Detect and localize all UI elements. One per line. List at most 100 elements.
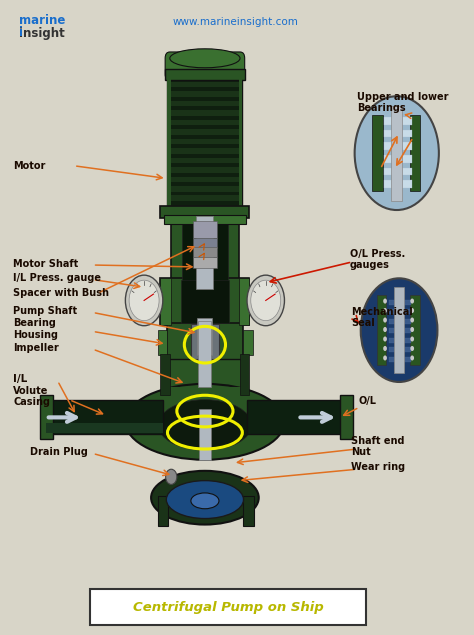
FancyBboxPatch shape <box>46 423 163 432</box>
FancyBboxPatch shape <box>161 277 171 325</box>
Circle shape <box>410 298 414 304</box>
Circle shape <box>165 469 177 485</box>
Circle shape <box>383 298 387 304</box>
FancyBboxPatch shape <box>165 69 245 81</box>
Text: Drain Plug: Drain Plug <box>30 446 88 457</box>
Text: Bearing
Housing: Bearing Housing <box>13 318 58 340</box>
FancyBboxPatch shape <box>46 399 163 434</box>
Ellipse shape <box>158 399 252 450</box>
Text: Motor Shaft: Motor Shaft <box>13 258 78 269</box>
Text: insight: insight <box>19 27 65 39</box>
FancyBboxPatch shape <box>373 115 383 191</box>
FancyBboxPatch shape <box>164 215 246 224</box>
Text: Centrifugal Pump on Ship: Centrifugal Pump on Ship <box>133 601 324 613</box>
Text: Motor: Motor <box>13 161 46 171</box>
Text: Shaft end
Nut: Shaft end Nut <box>351 436 405 457</box>
FancyBboxPatch shape <box>239 77 242 213</box>
FancyBboxPatch shape <box>410 115 420 191</box>
Circle shape <box>410 356 414 361</box>
FancyBboxPatch shape <box>171 220 238 283</box>
FancyBboxPatch shape <box>247 399 345 434</box>
FancyBboxPatch shape <box>389 328 411 333</box>
FancyBboxPatch shape <box>158 496 168 526</box>
Text: Spacer with Bush: Spacer with Bush <box>13 288 109 298</box>
Text: Wear ring: Wear ring <box>351 462 405 472</box>
FancyBboxPatch shape <box>383 142 412 150</box>
FancyBboxPatch shape <box>168 196 242 201</box>
Circle shape <box>361 278 438 382</box>
FancyBboxPatch shape <box>40 394 53 439</box>
FancyBboxPatch shape <box>166 323 243 362</box>
Text: i: i <box>19 27 23 39</box>
FancyBboxPatch shape <box>391 105 402 201</box>
FancyBboxPatch shape <box>383 180 412 188</box>
FancyBboxPatch shape <box>182 222 228 281</box>
FancyBboxPatch shape <box>168 110 242 116</box>
FancyBboxPatch shape <box>161 206 249 218</box>
FancyBboxPatch shape <box>168 101 242 106</box>
Text: Upper and lower
Bearings: Upper and lower Bearings <box>357 91 448 113</box>
Circle shape <box>251 280 281 321</box>
FancyBboxPatch shape <box>389 319 411 324</box>
FancyBboxPatch shape <box>193 257 217 268</box>
Ellipse shape <box>170 49 240 68</box>
FancyBboxPatch shape <box>389 347 411 352</box>
Ellipse shape <box>191 493 219 509</box>
Text: Volute
Casing: Volute Casing <box>13 385 50 407</box>
Ellipse shape <box>166 481 244 519</box>
Circle shape <box>383 327 387 332</box>
FancyBboxPatch shape <box>199 409 210 460</box>
Circle shape <box>383 346 387 351</box>
FancyBboxPatch shape <box>383 130 412 137</box>
FancyBboxPatch shape <box>389 300 411 305</box>
FancyBboxPatch shape <box>166 387 243 422</box>
FancyBboxPatch shape <box>167 77 242 213</box>
FancyBboxPatch shape <box>198 321 211 387</box>
FancyBboxPatch shape <box>167 77 171 213</box>
FancyBboxPatch shape <box>90 589 366 625</box>
FancyBboxPatch shape <box>168 157 242 163</box>
Circle shape <box>247 275 284 326</box>
Text: Pump Shaft: Pump Shaft <box>13 306 77 316</box>
Circle shape <box>410 327 414 332</box>
FancyBboxPatch shape <box>383 117 412 124</box>
FancyBboxPatch shape <box>239 277 249 325</box>
Circle shape <box>410 308 414 313</box>
Text: I/L: I/L <box>13 375 27 384</box>
Text: O/L: O/L <box>358 396 376 406</box>
FancyBboxPatch shape <box>198 318 212 356</box>
FancyBboxPatch shape <box>161 354 170 394</box>
FancyBboxPatch shape <box>243 330 253 356</box>
FancyBboxPatch shape <box>394 287 404 373</box>
Text: Impeller: Impeller <box>13 343 59 353</box>
Ellipse shape <box>126 384 284 460</box>
FancyBboxPatch shape <box>243 496 254 526</box>
Circle shape <box>383 337 387 342</box>
FancyBboxPatch shape <box>158 330 167 356</box>
Text: O/L Press.
gauges: O/L Press. gauges <box>350 248 405 270</box>
Circle shape <box>410 337 414 342</box>
FancyBboxPatch shape <box>193 247 217 257</box>
FancyBboxPatch shape <box>383 168 412 175</box>
FancyBboxPatch shape <box>340 394 353 439</box>
FancyBboxPatch shape <box>389 338 411 343</box>
FancyBboxPatch shape <box>377 295 386 365</box>
FancyBboxPatch shape <box>240 354 249 394</box>
FancyBboxPatch shape <box>168 82 242 88</box>
Circle shape <box>410 346 414 351</box>
FancyBboxPatch shape <box>168 205 242 211</box>
Circle shape <box>129 280 159 321</box>
Text: www.marineinsight.com: www.marineinsight.com <box>173 17 298 27</box>
FancyBboxPatch shape <box>197 217 213 289</box>
FancyBboxPatch shape <box>168 138 242 144</box>
Ellipse shape <box>151 471 259 525</box>
FancyBboxPatch shape <box>389 309 411 314</box>
FancyBboxPatch shape <box>168 91 242 97</box>
FancyBboxPatch shape <box>191 324 219 359</box>
FancyBboxPatch shape <box>161 277 249 325</box>
FancyBboxPatch shape <box>193 238 217 248</box>
FancyBboxPatch shape <box>168 167 242 173</box>
FancyBboxPatch shape <box>168 129 242 135</box>
FancyBboxPatch shape <box>410 295 419 365</box>
Circle shape <box>126 275 163 326</box>
